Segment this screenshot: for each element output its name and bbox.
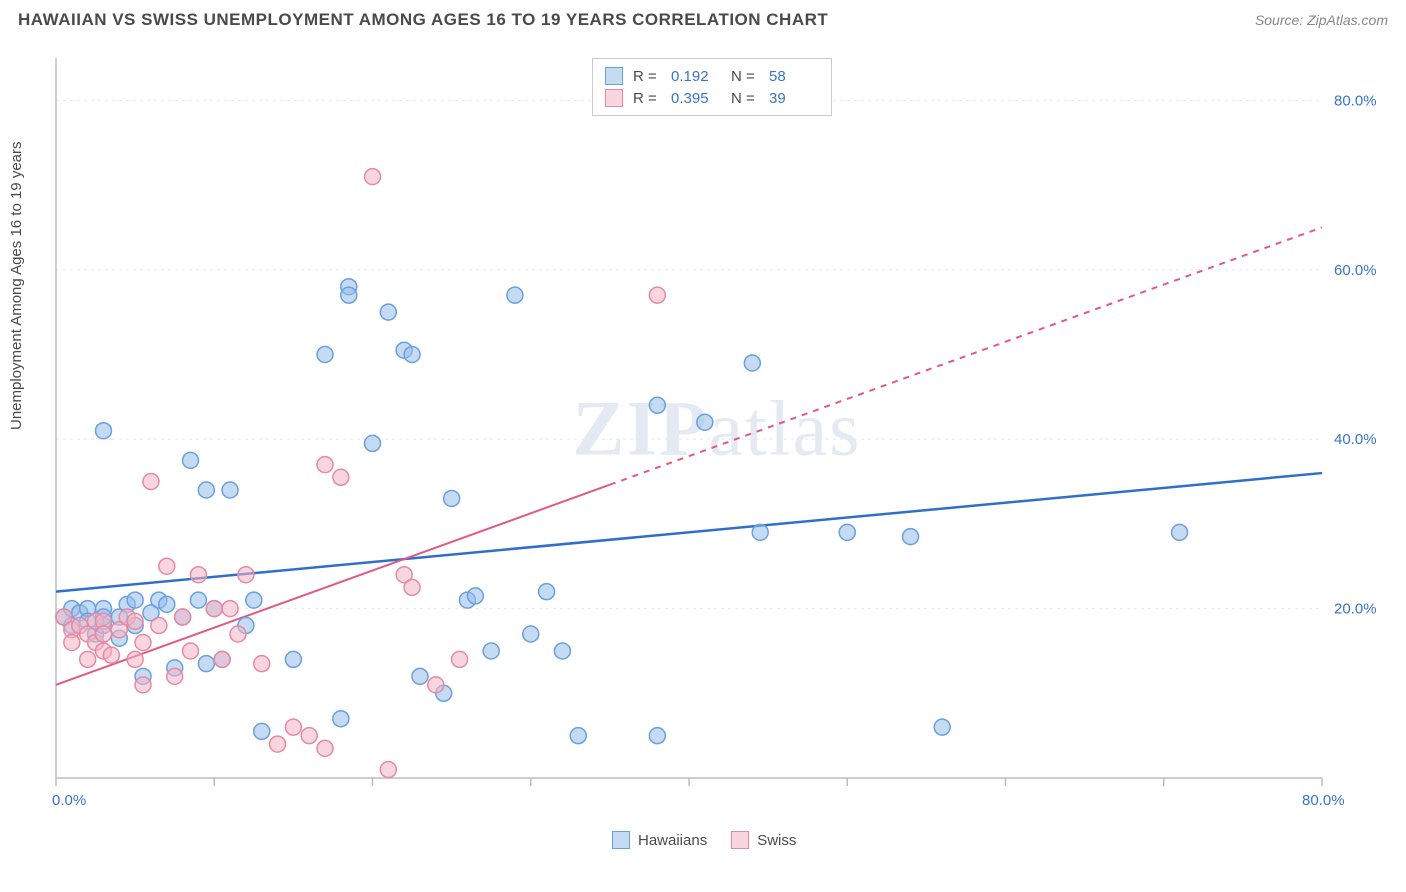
legend-swatch-icon (605, 67, 623, 85)
legend-swatch-icon (731, 831, 749, 849)
legend-n-value: 58 (769, 68, 819, 85)
legend-series-name: Hawaiians (638, 832, 707, 849)
svg-text:40.0%: 40.0% (1334, 431, 1377, 448)
x-axis-max-label: 80.0% (1302, 792, 1345, 809)
legend-r-value: 0.395 (671, 90, 721, 107)
legend-n-label: N = (731, 68, 759, 85)
scatter-plot: 20.0% 40.0% 60.0% 80.0% (52, 48, 1382, 818)
legend-series-item: Swiss (731, 831, 796, 849)
chart-source: Source: ZipAtlas.com (1255, 12, 1388, 28)
legend-series-item: Hawaiians (612, 831, 707, 849)
legend-stat-row: R = 0.192 N = 58 (605, 65, 819, 87)
legend-stat-row: R = 0.395 N = 39 (605, 87, 819, 109)
x-axis-min-label: 0.0% (52, 792, 86, 809)
legend-r-value: 0.192 (671, 68, 721, 85)
legend-n-label: N = (731, 90, 759, 107)
chart-header: HAWAIIAN VS SWISS UNEMPLOYMENT AMONG AGE… (0, 0, 1406, 36)
legend-series-name: Swiss (757, 832, 796, 849)
svg-text:20.0%: 20.0% (1334, 601, 1377, 618)
legend-r-label: R = (633, 90, 661, 107)
legend-series: Hawaiians Swiss (612, 831, 796, 849)
chart-area: ZIPatlas 20.0%40.0%60.0%80.0% R =0.192N … (52, 48, 1382, 818)
legend-swatch-icon (605, 89, 623, 107)
svg-text:60.0%: 60.0% (1334, 262, 1377, 279)
chart-title: HAWAIIAN VS SWISS UNEMPLOYMENT AMONG AGE… (18, 10, 828, 30)
y-axis-label: Unemployment Among Ages 16 to 19 years (8, 141, 25, 430)
legend-stats: R = 0.192 N = 58 R = 0.395 N = 39 (592, 58, 832, 116)
svg-text:80.0%: 80.0% (1334, 92, 1377, 109)
legend-swatch-icon (612, 831, 630, 849)
legend-r-label: R = (633, 68, 661, 85)
legend-n-value: 39 (769, 90, 819, 107)
